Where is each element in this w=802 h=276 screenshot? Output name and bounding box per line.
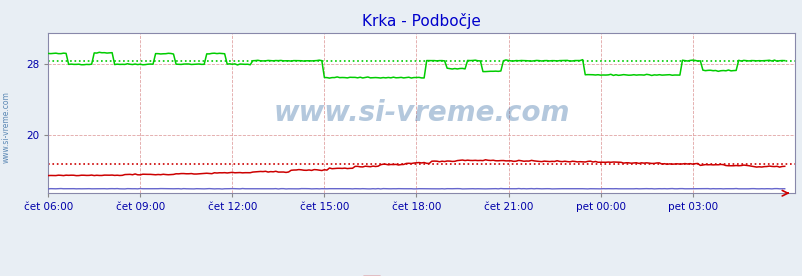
Title: Krka - Podbočje: Krka - Podbočje [362, 13, 480, 29]
Legend: temperatura [C], pretok [m3/s]: temperatura [C], pretok [m3/s] [358, 272, 484, 276]
Text: www.si-vreme.com: www.si-vreme.com [273, 99, 569, 127]
Text: www.si-vreme.com: www.si-vreme.com [2, 91, 11, 163]
